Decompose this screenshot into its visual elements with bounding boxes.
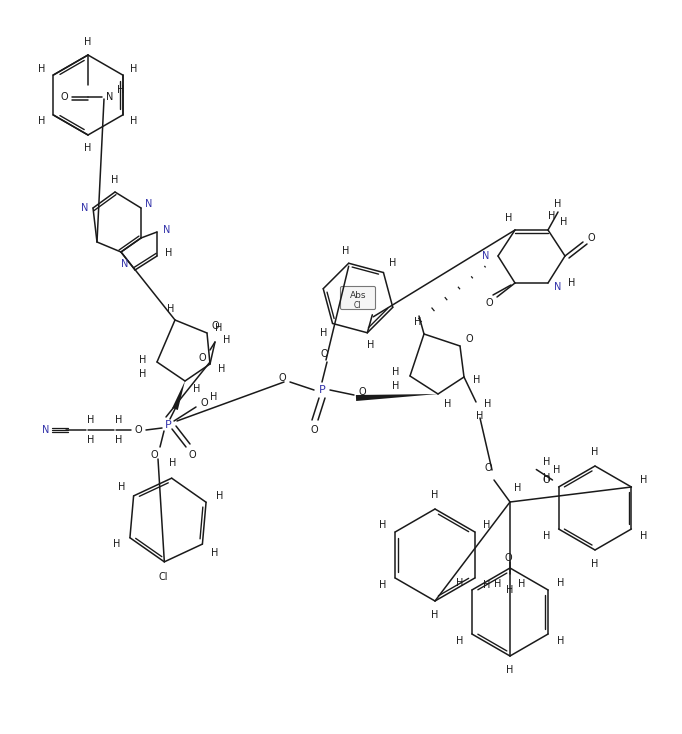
Text: H: H (87, 435, 95, 445)
Text: O: O (543, 475, 550, 485)
Text: H: H (211, 548, 218, 558)
Text: H: H (484, 580, 490, 590)
Text: H: H (506, 585, 514, 595)
Text: H: H (414, 317, 421, 327)
Text: O: O (188, 450, 196, 460)
Text: H: H (117, 482, 125, 493)
Text: H: H (494, 579, 502, 589)
Text: N: N (81, 203, 89, 213)
Text: H: H (591, 559, 599, 569)
Text: H: H (640, 531, 647, 541)
Text: N: N (145, 199, 153, 209)
Text: O: O (134, 425, 142, 435)
Text: H: H (543, 531, 550, 541)
Text: H: H (518, 579, 526, 589)
Text: H: H (484, 520, 490, 530)
Text: O: O (310, 425, 318, 435)
Text: H: H (476, 411, 484, 421)
Text: P: P (164, 420, 171, 430)
Text: H: H (591, 447, 599, 457)
Text: H: H (367, 341, 374, 350)
Text: H: H (431, 490, 439, 500)
Text: H: H (456, 636, 464, 646)
Text: H: H (130, 64, 138, 73)
Text: N: N (163, 225, 170, 235)
Text: H: H (38, 117, 46, 126)
Text: H: H (561, 217, 567, 227)
Text: H: H (506, 665, 514, 675)
Text: H: H (117, 85, 125, 95)
Text: H: H (342, 246, 349, 255)
Text: O: O (198, 353, 206, 363)
Text: H: H (218, 364, 226, 374)
Text: O: O (358, 387, 366, 397)
Text: H: H (557, 578, 564, 588)
Text: H: H (543, 457, 550, 467)
Polygon shape (172, 381, 185, 410)
Text: H: H (210, 392, 218, 402)
Text: H: H (552, 465, 560, 474)
Text: O: O (484, 463, 492, 473)
Text: H: H (456, 578, 464, 588)
Text: N: N (554, 282, 562, 292)
Text: H: H (167, 304, 175, 314)
Text: H: H (216, 323, 223, 333)
Text: H: H (514, 483, 522, 493)
Text: H: H (431, 610, 439, 620)
Text: H: H (193, 384, 201, 394)
Text: H: H (568, 278, 576, 288)
Text: O: O (465, 334, 473, 344)
Text: H: H (115, 435, 123, 445)
Text: H: H (554, 199, 562, 209)
Text: H: H (379, 580, 387, 590)
Text: O: O (201, 398, 208, 408)
Text: H: H (505, 213, 513, 223)
Text: H: H (130, 117, 138, 126)
Text: O: O (485, 298, 493, 308)
Text: Abs: Abs (350, 291, 366, 300)
Text: N: N (106, 92, 114, 102)
Text: H: H (113, 539, 120, 549)
Text: H: H (389, 258, 396, 269)
Text: H: H (115, 415, 123, 425)
Text: H: H (85, 37, 91, 47)
Text: H: H (320, 327, 327, 338)
Text: H: H (169, 458, 177, 468)
Text: O: O (211, 321, 219, 331)
Text: H: H (484, 399, 492, 409)
Text: H: H (111, 175, 119, 185)
Text: O: O (320, 349, 328, 359)
Text: H: H (548, 211, 556, 221)
Text: O: O (504, 553, 512, 563)
Text: H: H (85, 143, 91, 153)
Text: N: N (121, 259, 129, 269)
Text: Cl: Cl (353, 302, 361, 310)
Text: Cl: Cl (158, 572, 168, 582)
Text: H: H (223, 335, 231, 345)
Text: H: H (139, 369, 147, 379)
Text: H: H (557, 636, 564, 646)
Text: H: H (392, 367, 400, 377)
Text: O: O (278, 373, 286, 383)
FancyBboxPatch shape (340, 286, 376, 310)
Text: H: H (473, 375, 481, 385)
Text: H: H (87, 415, 95, 425)
Text: H: H (379, 520, 387, 530)
Text: H: H (640, 475, 647, 485)
Text: H: H (139, 355, 147, 365)
Polygon shape (356, 394, 438, 401)
Text: O: O (60, 92, 68, 102)
Text: H: H (38, 64, 46, 73)
Text: N: N (482, 251, 490, 261)
Text: H: H (216, 491, 223, 501)
Text: O: O (587, 233, 595, 243)
Text: N: N (42, 425, 50, 435)
Text: P: P (318, 385, 325, 395)
Text: H: H (392, 381, 400, 391)
Text: H: H (444, 399, 451, 409)
Text: H: H (543, 473, 550, 482)
Text: O: O (150, 450, 158, 460)
Text: H: H (165, 248, 173, 258)
